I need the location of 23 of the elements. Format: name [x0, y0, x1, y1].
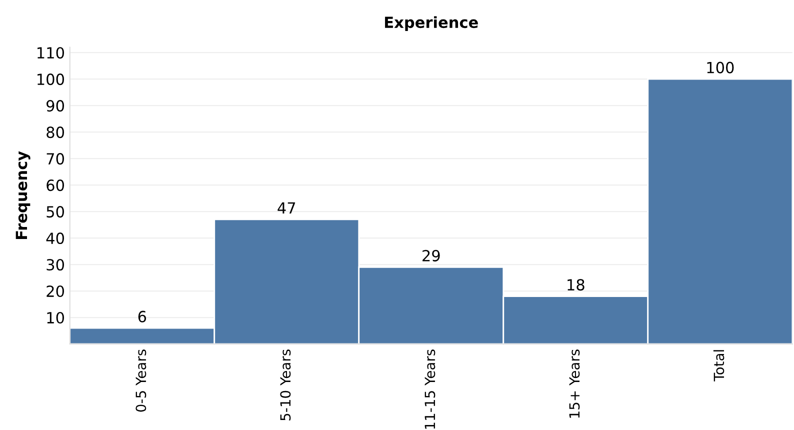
data-label: 47	[278, 202, 296, 214]
y-axis-title: Frequency	[16, 151, 30, 239]
y-tick-label: 30	[46, 258, 64, 271]
x-tick-label: 11-15 Years	[424, 350, 436, 429]
y-tick-label: 90	[46, 100, 64, 112]
y-tick-label: 50	[46, 206, 64, 218]
y-tick-label: 20	[46, 285, 64, 298]
y-tick-label: 100	[38, 74, 64, 86]
x-tick-label: Total	[713, 350, 724, 382]
y-tick-label: 10	[47, 312, 64, 324]
x-tick-label: 0-5 Years	[136, 350, 146, 412]
y-tick-label: 80	[46, 126, 64, 138]
data-label: 18	[568, 279, 584, 291]
data-label: 100	[707, 62, 734, 74]
y-tick-label: 40	[46, 232, 64, 244]
x-tick-label: 15+ Years	[569, 350, 580, 418]
chart-title: Experience	[385, 16, 478, 32]
y-tick-label: 70	[46, 153, 64, 165]
x-tick-label: 5-10 Years	[280, 350, 291, 420]
data-label: 6	[138, 310, 146, 322]
y-tick-label: 60	[46, 180, 64, 192]
data-label: 29	[422, 250, 440, 262]
y-tick-label: 110	[38, 47, 64, 59]
